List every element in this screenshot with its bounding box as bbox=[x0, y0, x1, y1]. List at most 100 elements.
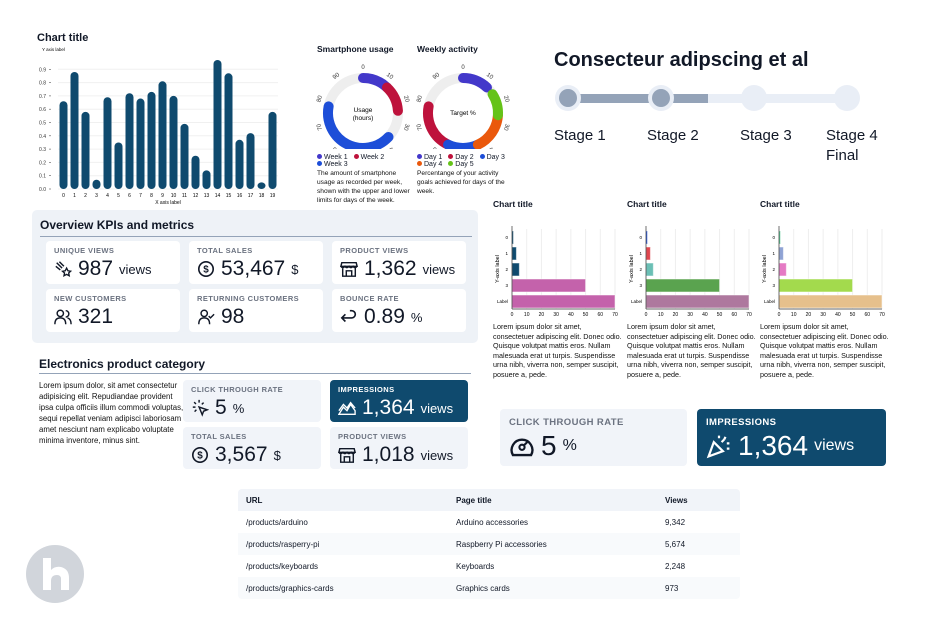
y-tick-label: 1 bbox=[772, 251, 775, 256]
x-tick-label: 20 bbox=[539, 312, 545, 318]
legend-item: Day 2 bbox=[448, 154, 474, 161]
stepper-track bbox=[568, 94, 848, 103]
x-tick-label: 10 bbox=[791, 312, 797, 318]
kpi-label: New customers bbox=[54, 294, 127, 303]
kpi-label: Bounce rate bbox=[340, 294, 399, 303]
donut-smartphone-usage: Smartphone usage0102030405060708090Usage… bbox=[314, 44, 414, 205]
kpi-value: 3,567 bbox=[215, 443, 268, 466]
table-cell: Arduino accessories bbox=[456, 517, 529, 527]
y-tick-label: 0.3 bbox=[39, 147, 46, 153]
kpi-label: Total sales bbox=[197, 246, 253, 255]
chart-description: Lorem ipsum dolor sit amet, consectetuer… bbox=[760, 322, 889, 379]
legend-swatch bbox=[479, 154, 485, 159]
shooting-star-icon bbox=[55, 261, 72, 277]
bar bbox=[645, 294, 750, 309]
column-header[interactable]: Page title bbox=[456, 495, 492, 505]
x-tick-label: 70 bbox=[612, 312, 618, 318]
y-tick-label: 2 bbox=[639, 267, 642, 272]
table-cell: /products/graphics-cards bbox=[246, 583, 334, 593]
donut-tick-label: 80 bbox=[416, 94, 424, 103]
party-popper-icon bbox=[706, 435, 730, 459]
donut-center-label: Usage bbox=[354, 107, 373, 114]
bar bbox=[213, 59, 222, 190]
donut-title: Smartphone usage bbox=[317, 44, 394, 54]
bar bbox=[257, 182, 266, 189]
y-tick-label: 0.6 bbox=[39, 107, 46, 113]
y-tick-label: 3 bbox=[505, 283, 508, 288]
donut-segment bbox=[381, 82, 403, 116]
x-tick-label: 60 bbox=[865, 312, 871, 318]
kpi-card: Bounce rate 0.89% bbox=[332, 289, 466, 332]
x-tick-label: 18 bbox=[259, 193, 265, 199]
kpi-label: Product views bbox=[338, 432, 407, 441]
x-tick-label: 0 bbox=[645, 312, 648, 318]
x-axis-label: X axis label bbox=[155, 200, 181, 204]
donut-segment bbox=[323, 101, 394, 153]
kpi-label: Impressions bbox=[338, 385, 395, 394]
kpi-value: 1,364 bbox=[738, 430, 809, 461]
donut-description: The amount of smartphone usage as record… bbox=[317, 170, 410, 204]
chart-area-icon bbox=[338, 401, 356, 415]
legend-label: Week 1 bbox=[324, 154, 348, 161]
y-axis-label: Y axis label bbox=[42, 47, 65, 52]
kpi-card: New customers 321 bbox=[46, 289, 180, 332]
legend-item: Week 2 bbox=[353, 154, 384, 161]
kpi-value: 1,018 bbox=[362, 443, 415, 466]
y-tick-label: Label bbox=[497, 299, 508, 304]
bar bbox=[92, 179, 101, 189]
x-tick-label: 20 bbox=[673, 312, 679, 318]
table-cell: 9,342 bbox=[665, 517, 686, 527]
bar bbox=[191, 155, 200, 189]
kpi-card: Returning customers 98 bbox=[189, 289, 323, 332]
column-header[interactable]: URL bbox=[246, 495, 263, 505]
stepper-step[interactable] bbox=[555, 85, 581, 111]
kpi-unit: $ bbox=[291, 261, 299, 277]
kpi-label: Returning customers bbox=[197, 294, 300, 303]
table-cell: 5,674 bbox=[665, 539, 686, 549]
kpi-value: 5 bbox=[541, 430, 557, 461]
bar bbox=[125, 93, 134, 189]
x-tick-label: 0 bbox=[62, 193, 65, 199]
users-icon bbox=[54, 309, 72, 325]
donut-weekly-activity: Weekly activity0102030405060708090Target… bbox=[414, 44, 514, 196]
x-tick-label: 70 bbox=[879, 312, 885, 318]
legend-label: Day 2 bbox=[455, 154, 474, 161]
bar bbox=[246, 133, 255, 189]
donut-tick-label: 30 bbox=[402, 123, 410, 132]
stepper-label: Stage 1 bbox=[554, 127, 606, 144]
stepper-step[interactable] bbox=[648, 85, 674, 111]
table-row[interactable]: /products/arduino Arduino accessories 9,34… bbox=[238, 511, 740, 533]
x-tick-label: 17 bbox=[248, 193, 254, 199]
kpi-card: Click through rate 5% bbox=[500, 409, 687, 466]
donut-center-label: Target % bbox=[450, 110, 476, 117]
overview-panel: Overview KPIs and metrics Unique views 9… bbox=[32, 210, 478, 343]
bar bbox=[103, 97, 112, 189]
stepper-step[interactable] bbox=[834, 85, 860, 111]
legend-item: Day 1 bbox=[417, 154, 442, 161]
y-axis-label: Y-axis label bbox=[762, 255, 768, 283]
column-header[interactable]: Views bbox=[665, 495, 688, 505]
stepper-step[interactable] bbox=[741, 85, 767, 111]
legend-swatch bbox=[353, 154, 359, 159]
x-tick-label: 6 bbox=[128, 193, 131, 199]
chart-title: Chart title bbox=[760, 199, 800, 209]
table-row[interactable]: /products/rasperry-pi Raspberry Pi access… bbox=[238, 533, 740, 555]
x-tick-label: 7 bbox=[139, 193, 142, 199]
cursor-click-icon bbox=[192, 399, 209, 417]
dollar-circle-icon: $ bbox=[191, 446, 209, 464]
kpi-unit: views bbox=[420, 400, 454, 416]
table-row[interactable]: /products/graphics-cards Graphics cards 97… bbox=[238, 577, 740, 599]
x-tick-label: 1 bbox=[73, 193, 76, 199]
x-tick-label: 19 bbox=[270, 193, 276, 199]
divider bbox=[39, 373, 471, 374]
table-row[interactable]: /products/keyboards Keyboards 2,248 bbox=[238, 555, 740, 577]
legend-label: Day 1 bbox=[424, 154, 443, 161]
donut-tick-label: 70 bbox=[416, 122, 424, 131]
bar bbox=[645, 278, 721, 293]
donut-tick-label: 30 bbox=[502, 123, 510, 132]
kpi-unit: views bbox=[420, 447, 454, 463]
y-tick-label: 0 bbox=[772, 235, 775, 240]
x-tick-label: 4 bbox=[106, 193, 109, 199]
x-tick-label: 60 bbox=[732, 312, 738, 318]
x-tick-label: 10 bbox=[524, 312, 530, 318]
